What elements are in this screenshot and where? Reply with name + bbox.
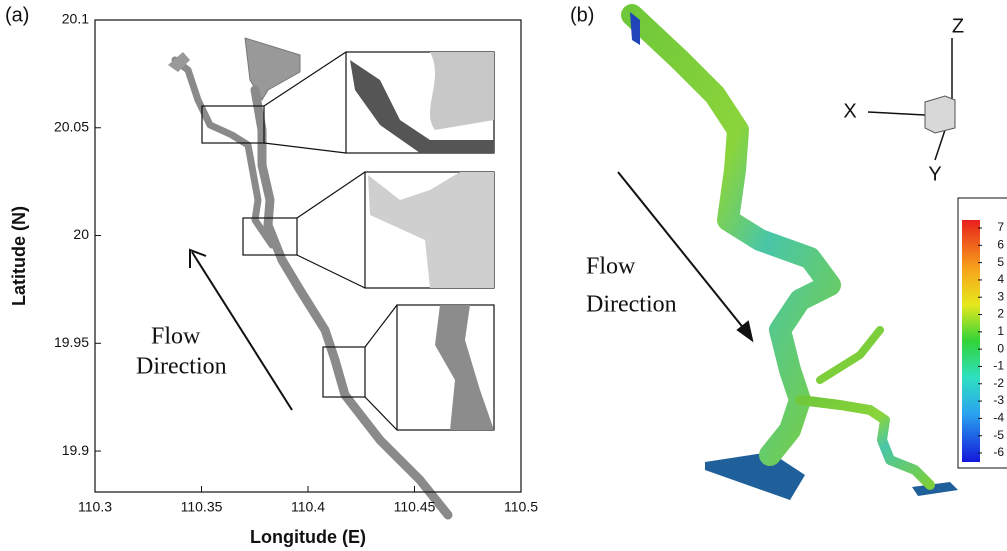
y-tick-label: 19.9 xyxy=(62,442,89,458)
colorbar-tick-label: 1 xyxy=(997,324,1004,338)
colorbar-tick-label: 4 xyxy=(997,272,1004,286)
annotation: Direction xyxy=(586,292,677,318)
annotation: Flow xyxy=(151,324,201,350)
annotation: Flow xyxy=(586,254,636,280)
y-tick-label: 20.1 xyxy=(62,11,89,27)
axis-letter: Z xyxy=(952,15,964,37)
x-tick-label: 110.45 xyxy=(394,499,436,515)
colorbar xyxy=(962,220,980,462)
x-tick-label: 110.35 xyxy=(181,499,223,515)
colorbar-tick-label: -2 xyxy=(993,376,1004,390)
x-tick-label: 110.5 xyxy=(504,499,538,515)
y-tick-label: 20 xyxy=(73,226,89,242)
colorbar-tick-label: -3 xyxy=(993,393,1004,407)
y-tick-label: 20.05 xyxy=(54,118,89,134)
panel-label: (a) xyxy=(5,4,29,26)
x-axis-label: Longitude (E) xyxy=(250,527,366,547)
colorbar-tick-label: 3 xyxy=(997,289,1004,303)
y-tick-label: 19.95 xyxy=(54,334,89,350)
y-axis-label: Latitude (N) xyxy=(9,206,29,306)
axis-letter: X xyxy=(843,100,856,122)
flow-arrow xyxy=(190,250,292,410)
colorbar-tick-label: -4 xyxy=(993,411,1004,425)
panel-label: (b) xyxy=(570,4,594,26)
colorbar-tick-label: 6 xyxy=(997,237,1004,251)
x-tick-label: 110.4 xyxy=(291,499,325,515)
axes-triad xyxy=(868,38,955,160)
colorbar-tick-label: -1 xyxy=(993,359,1004,373)
inset-boxes xyxy=(202,52,494,430)
colorbar-tick-label: 5 xyxy=(997,255,1004,269)
annotation: Direction xyxy=(136,354,227,380)
colorbar-tick-label: 7 xyxy=(997,220,1004,234)
page: 110.3110.35110.4110.45110.519.919.952020… xyxy=(0,0,1007,551)
x-tick-label: 110.3 xyxy=(78,499,112,515)
colorbar-tick-label: -5 xyxy=(993,428,1004,442)
colorbar-tick-label: -6 xyxy=(993,445,1004,459)
axis-letter: Y xyxy=(928,163,941,185)
river-surface xyxy=(630,12,958,500)
figure: 110.3110.35110.4110.45110.519.919.952020… xyxy=(0,0,1007,551)
colorbar-tick-label: 2 xyxy=(997,307,1004,321)
colorbar-tick-label: 0 xyxy=(997,341,1004,355)
